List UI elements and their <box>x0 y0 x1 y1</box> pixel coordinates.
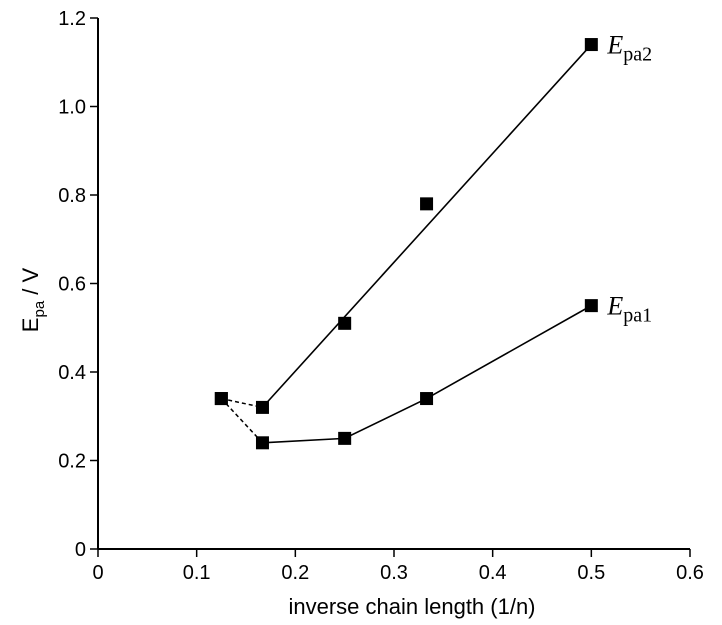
epa1-point <box>420 392 434 406</box>
y-tick-label: 0 <box>75 539 86 561</box>
series-lines <box>220 44 592 444</box>
epa1-line <box>262 304 592 444</box>
y-tick-label: 0.6 <box>58 274 86 296</box>
x-tick-label: 0.1 <box>183 562 211 584</box>
y-tick-label: 1.0 <box>58 97 86 119</box>
epa1-point <box>338 431 352 445</box>
x-tick-label: 0.6 <box>676 562 704 584</box>
epa2-point <box>420 197 434 211</box>
epa1-point <box>255 436 269 450</box>
series-labels: Epa2 Epa1 <box>606 31 652 327</box>
epa1-label: Epa1 <box>606 292 652 327</box>
epa2-label: Epa2 <box>606 31 652 66</box>
y-tick-label: 1.2 <box>58 8 86 30</box>
series-markers <box>214 38 598 450</box>
x-tick-label: 0.5 <box>577 562 605 584</box>
y-axis-title: Epa / V <box>18 267 48 332</box>
epa1-point <box>584 299 598 313</box>
y-axis-title-sub: pa <box>31 300 48 317</box>
epa1-point <box>214 392 228 406</box>
x-axis-title: inverse chain length (1/n) <box>288 594 535 619</box>
axes: 0 0.1 0.2 0.3 0.4 0.5 0.6 0 0.2 0.4 0.6 0.8 1.0 1.2 <box>58 8 704 584</box>
epa2-line <box>261 44 592 408</box>
x-tick-label: 0.3 <box>380 562 408 584</box>
x-tick-label: 0 <box>92 562 103 584</box>
y-tick-label: 0.8 <box>58 185 86 207</box>
y-tick-label: 0.2 <box>58 451 86 473</box>
epa1-dashed-segment <box>220 398 264 444</box>
y-tick-label: 0.4 <box>58 362 86 384</box>
x-tick-label: 0.4 <box>479 562 507 584</box>
epa2-point <box>338 316 352 330</box>
epa2-point <box>584 38 598 52</box>
x-tick-label: 0.2 <box>281 562 309 584</box>
y-axis-title-rest: / V <box>18 267 43 300</box>
epa2-point <box>255 400 269 414</box>
y-axis-title-main: E <box>18 318 43 333</box>
epa2-dashed-segment <box>221 397 263 409</box>
